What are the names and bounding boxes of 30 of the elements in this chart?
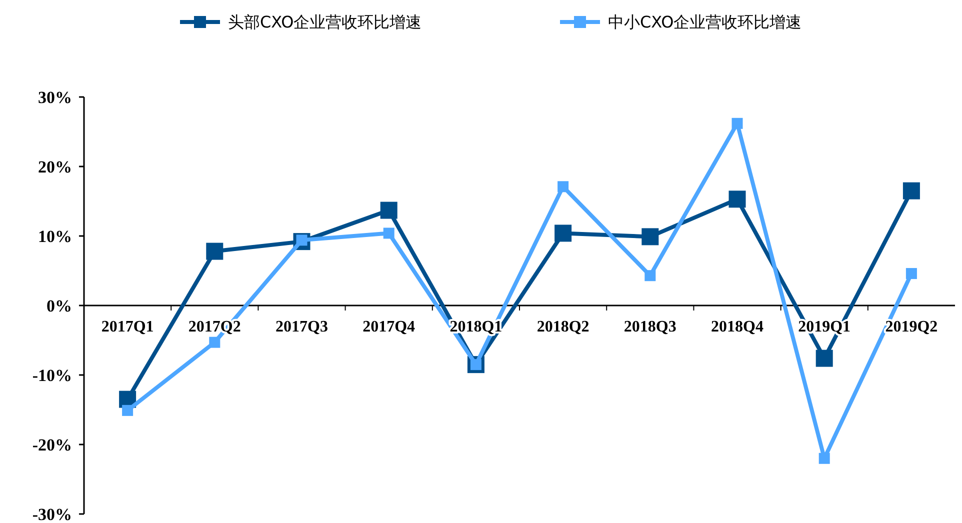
point [906,268,917,280]
point [902,182,920,200]
point [122,404,134,416]
point [728,190,746,208]
x-tick-label: 2018Q2 [536,318,590,336]
point [383,228,394,239]
y-tick-label: 10% [38,226,72,246]
point [554,224,572,242]
point [732,118,743,129]
y-tick-label: -10% [32,366,72,385]
point [818,452,830,464]
y-tick-label: 30% [38,88,72,107]
legend-label: 中小CXO企业营收环比增速 [608,12,802,32]
point [206,242,224,260]
x-tick-label: 2017Q1 [101,318,154,336]
y-tick-label: -30% [32,504,72,523]
y-tick-label: 0% [46,296,72,316]
y-tick-label: -20% [32,435,72,454]
point [816,350,833,367]
point [558,181,569,192]
point [380,202,398,219]
x-tick-label: 2018Q3 [624,318,676,336]
point [642,228,659,246]
legend-label: 头部CXO企业营收环比增速 [228,12,422,32]
y-tick-label: 20% [38,157,72,176]
x-tick-label: 2018Q4 [711,318,764,336]
point [644,270,656,282]
x-tick-label: 2017Q4 [362,318,416,336]
x-tick-label: 2017Q3 [276,318,328,336]
point [209,336,220,348]
